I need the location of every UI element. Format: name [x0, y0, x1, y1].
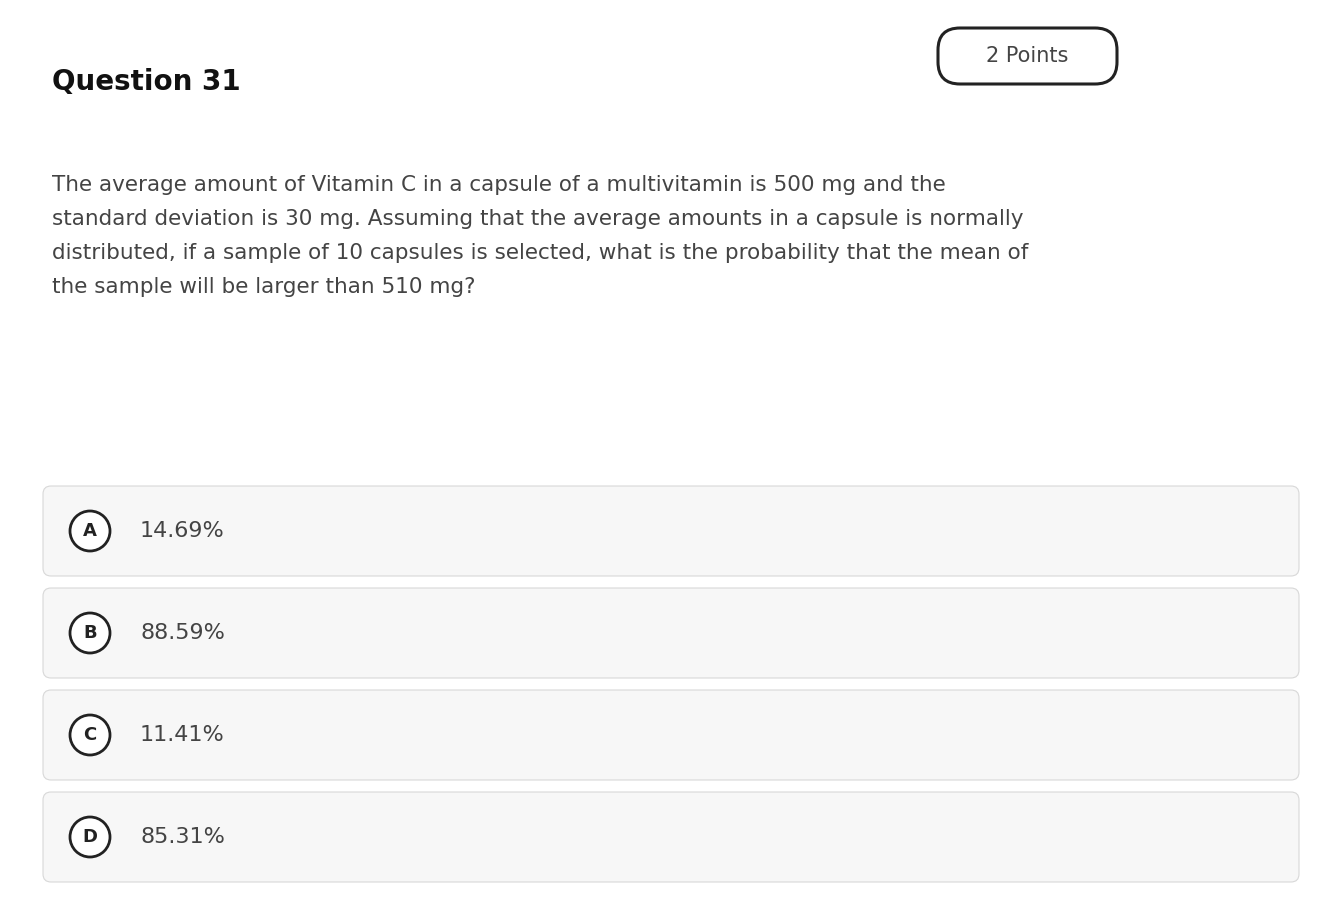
Text: standard deviation is 30 mg. Assuming that the average amounts in a capsule is n: standard deviation is 30 mg. Assuming th…: [52, 209, 1024, 229]
Text: The average amount of Vitamin C in a capsule of a multivitamin is 500 mg and the: The average amount of Vitamin C in a cap…: [52, 175, 946, 195]
Text: 11.41%: 11.41%: [140, 725, 224, 745]
Text: B: B: [83, 624, 97, 642]
FancyBboxPatch shape: [43, 690, 1299, 780]
Circle shape: [70, 817, 110, 857]
FancyBboxPatch shape: [43, 792, 1299, 882]
Text: D: D: [82, 828, 98, 846]
Circle shape: [70, 511, 110, 551]
Circle shape: [70, 613, 110, 653]
Text: 85.31%: 85.31%: [140, 827, 225, 847]
Text: Question 31: Question 31: [52, 68, 240, 96]
Text: 14.69%: 14.69%: [140, 521, 224, 541]
Circle shape: [70, 715, 110, 755]
FancyBboxPatch shape: [43, 486, 1299, 576]
Text: distributed, if a sample of 10 capsules is selected, what is the probability tha: distributed, if a sample of 10 capsules …: [52, 243, 1028, 263]
Text: C: C: [83, 726, 97, 744]
Text: the sample will be larger than 510 mg?: the sample will be larger than 510 mg?: [52, 277, 475, 297]
FancyBboxPatch shape: [938, 28, 1117, 84]
Text: 88.59%: 88.59%: [140, 623, 225, 643]
FancyBboxPatch shape: [43, 588, 1299, 678]
Text: 2 Points: 2 Points: [986, 46, 1068, 66]
Text: A: A: [83, 522, 97, 540]
